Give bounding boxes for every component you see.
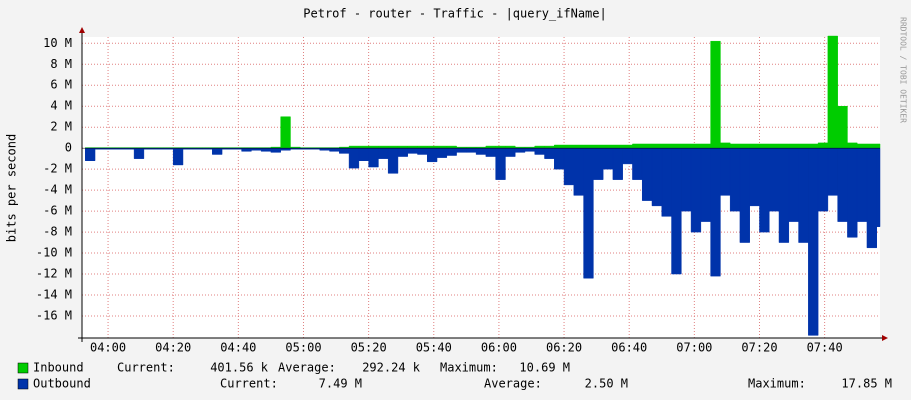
- y-tick-label: 10 M: [43, 36, 72, 50]
- legend-stat-value: 292.24 k: [362, 361, 421, 375]
- legend-label: Outbound: [33, 377, 91, 391]
- x-tick-label: 07:40: [807, 341, 843, 355]
- y-tick-label: -16 M: [36, 308, 72, 322]
- y-tick-label: 0: [65, 141, 72, 155]
- y-tick-label: 2 M: [50, 120, 72, 134]
- y-tick-label: -8 M: [43, 225, 72, 239]
- y-tick-label: 8 M: [50, 57, 72, 71]
- y-axis-arrow: [79, 27, 85, 33]
- legend-swatch: [17, 362, 29, 374]
- legend-swatch: [17, 378, 29, 390]
- legend-stat-label: Current:: [117, 361, 175, 375]
- x-tick-label: 04:40: [220, 341, 256, 355]
- legend-stat-label: Average:: [484, 377, 542, 391]
- y-tick-label: -14 M: [36, 288, 72, 302]
- area: [85, 35, 881, 149]
- legend-label: Inbound: [33, 361, 84, 375]
- legend-stat-label: Average:: [278, 361, 336, 375]
- x-tick-label: 07:20: [741, 341, 777, 355]
- x-tick-label: 06:20: [546, 341, 582, 355]
- legend-stat-label: Current:: [220, 377, 278, 391]
- y-tick-label: -12 M: [36, 267, 72, 281]
- x-tick-label: 06:40: [611, 341, 647, 355]
- y-tick-label: -10 M: [36, 246, 72, 260]
- y-axis-label: bits per second: [5, 134, 19, 242]
- legend-stat-value: 17.85 M: [841, 377, 892, 391]
- x-tick-label: 05:00: [285, 341, 321, 355]
- x-tick-label: 04:00: [90, 341, 126, 355]
- y-tick-label: -2 M: [43, 162, 72, 176]
- x-axis-arrow: [882, 335, 888, 341]
- area: [85, 147, 881, 336]
- y-tick-label: -4 M: [43, 183, 72, 197]
- x-tick-label: 06:00: [481, 341, 517, 355]
- legend-stat-value: 7.49 M: [319, 377, 362, 391]
- legend-stat-value: 2.50 M: [585, 377, 628, 391]
- chart-title: Petrof - router - Traffic - |query_ifNam…: [303, 7, 606, 21]
- legend-stat-label: Maximum:: [748, 377, 806, 391]
- x-tick-label: 05:40: [416, 341, 452, 355]
- legend-stat-label: Maximum:: [440, 361, 498, 375]
- x-tick-label: 04:20: [155, 341, 191, 355]
- y-tick-label: 4 M: [50, 99, 72, 113]
- y-tick-label: 6 M: [50, 78, 72, 92]
- legend-stat-value: 10.69 M: [519, 361, 570, 375]
- x-tick-label: 05:20: [351, 341, 387, 355]
- x-tick-label: 07:00: [676, 341, 712, 355]
- y-tick-label: -6 M: [43, 204, 72, 218]
- side-label: RRDTOOL / TOBI OETIKER: [899, 17, 908, 123]
- legend-stat-value: 401.56 k: [210, 361, 269, 375]
